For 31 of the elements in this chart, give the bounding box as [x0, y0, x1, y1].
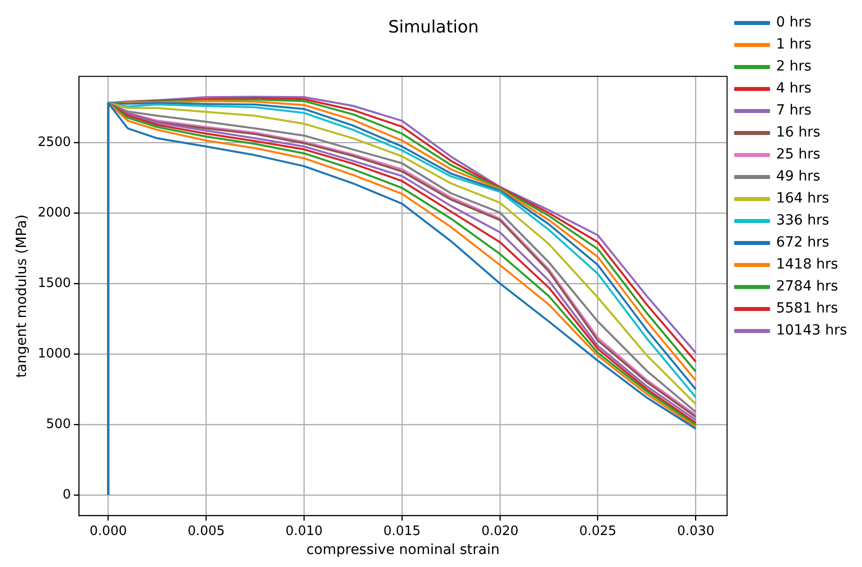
legend-label: 2 hrs — [776, 58, 812, 75]
y-axis-title: tangent modulus (MPa) — [14, 214, 30, 378]
y-tick-label: 2500 — [38, 134, 71, 150]
legend-label: 1418 hrs — [776, 256, 838, 273]
x-tick-label: 0.000 — [90, 524, 127, 539]
y-tick-label: 500 — [46, 416, 71, 432]
legend-label: 2784 hrs — [776, 278, 838, 295]
legend-label: 5581 hrs — [776, 300, 838, 317]
legend-label: 336 hrs — [776, 212, 830, 229]
x-tick-label: 0.005 — [188, 524, 225, 539]
x-tick-label: 0.015 — [383, 524, 421, 539]
y-tick-label: 1000 — [38, 346, 71, 362]
legend-label: 10143 hrs — [776, 322, 848, 339]
x-axis-title: compressive nominal strain — [306, 542, 500, 558]
x-tick-label: 0.010 — [285, 524, 323, 539]
x-tick-label: 0.030 — [677, 524, 714, 539]
legend-label: 4 hrs — [776, 80, 812, 97]
legend-label: 25 hrs — [776, 146, 820, 163]
legend-label: 7 hrs — [776, 102, 812, 119]
x-tick-label: 0.025 — [579, 524, 616, 539]
y-tick-label: 1500 — [38, 276, 71, 291]
x-tick-label: 0.020 — [481, 524, 519, 539]
legend-label: 1 hrs — [776, 36, 812, 53]
y-tick-label: 0 — [62, 487, 71, 502]
legend-label: 164 hrs — [776, 190, 830, 207]
chart-title: Simulation — [388, 18, 479, 38]
legend-label: 0 hrs — [776, 14, 812, 31]
legend-label: 16 hrs — [776, 124, 820, 141]
legend-label: 672 hrs — [776, 234, 830, 251]
y-tick-label: 2000 — [38, 205, 71, 220]
legend-label: 49 hrs — [776, 168, 820, 185]
